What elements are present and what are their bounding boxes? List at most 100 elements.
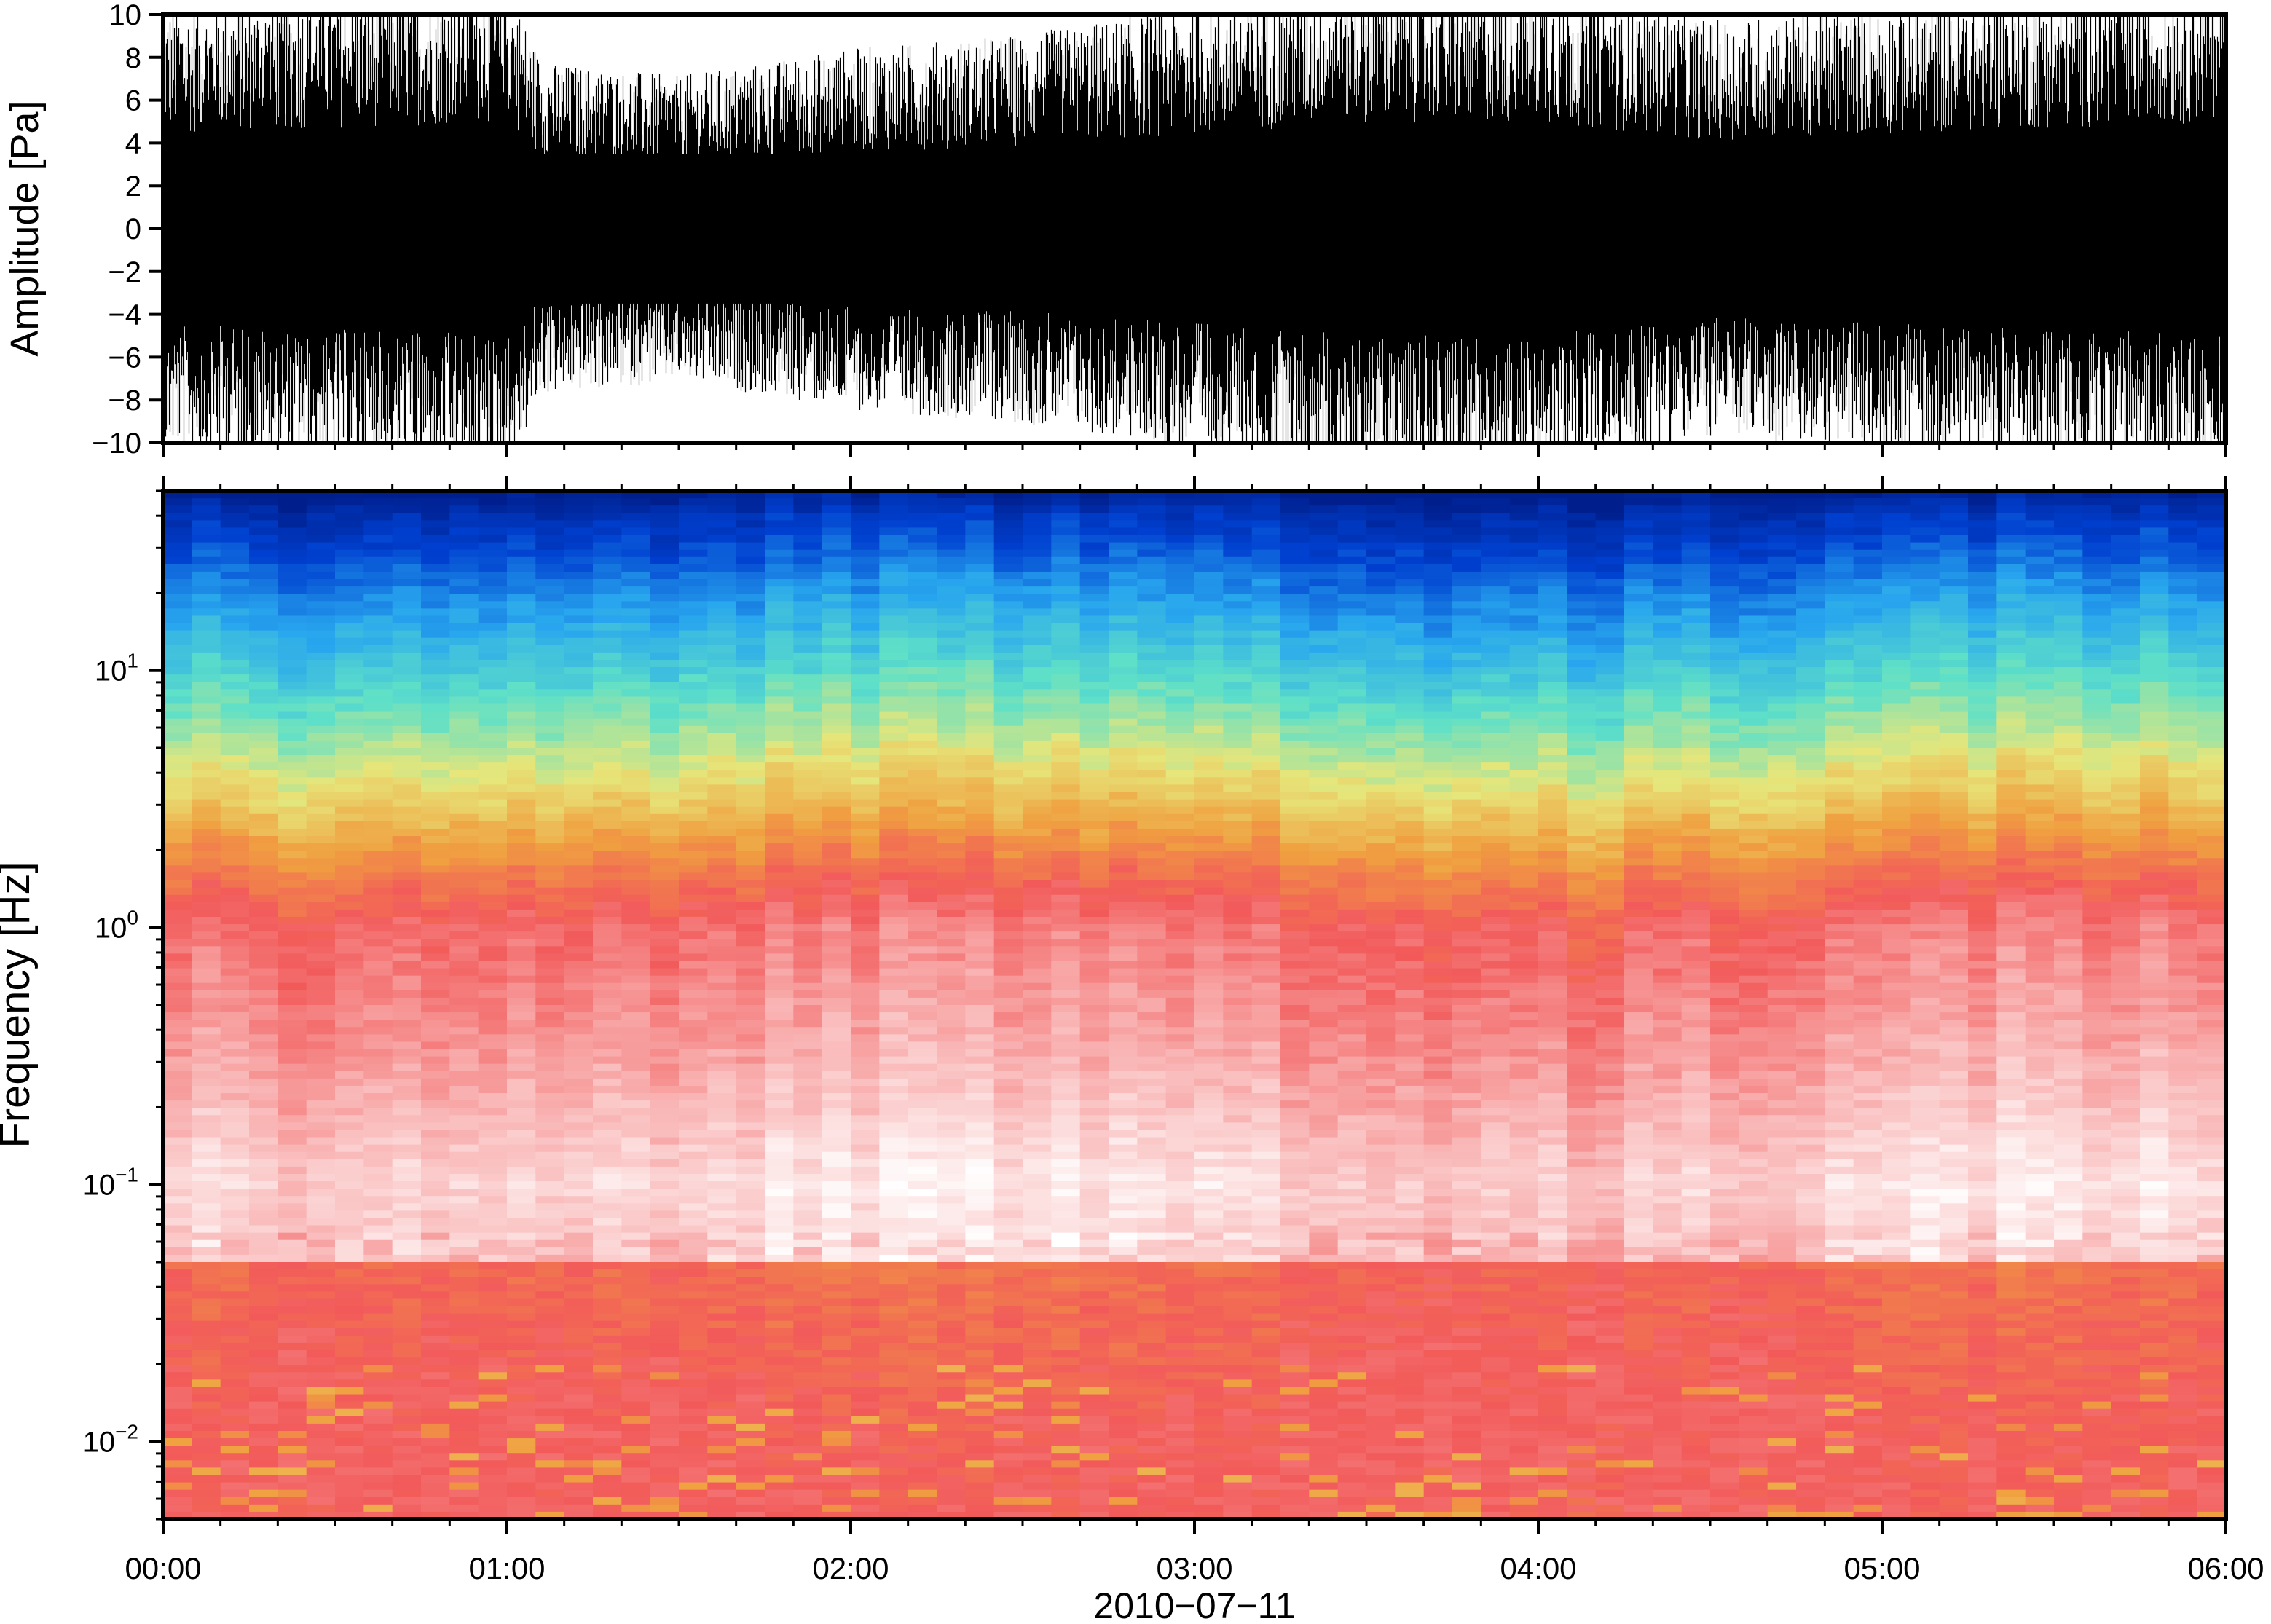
spectrogram-cell bbox=[1882, 975, 1911, 984]
spectrogram-cell bbox=[993, 696, 1023, 705]
spectrogram-cell bbox=[421, 542, 450, 551]
spectrogram-cell bbox=[1223, 939, 1253, 947]
spectrogram-cell bbox=[449, 975, 479, 984]
spectrogram-cell bbox=[1882, 777, 1911, 786]
spectrogram-cell bbox=[908, 924, 937, 932]
spectrogram-cell bbox=[2025, 777, 2055, 786]
spectrogram-cell bbox=[1739, 696, 1768, 705]
spectrogram-cell bbox=[1223, 909, 1253, 918]
spectrogram-cell bbox=[163, 630, 192, 639]
spectrogram-cell bbox=[593, 711, 622, 720]
spectrogram-cell bbox=[650, 527, 680, 536]
spectrogram-cell bbox=[621, 990, 651, 998]
spectrogram-cell bbox=[736, 608, 765, 617]
spectrogram-cell bbox=[421, 806, 450, 815]
spectrogram-cell bbox=[2111, 836, 2141, 844]
spectrogram-cell bbox=[621, 799, 651, 808]
spectrogram-cell bbox=[1165, 682, 1195, 690]
spectrogram-cell bbox=[1309, 836, 1339, 844]
spectrogram-cell bbox=[392, 601, 422, 609]
spectrogram-cell bbox=[1910, 579, 1940, 587]
spectrogram-cell bbox=[1681, 725, 1711, 734]
spectrogram-cell bbox=[163, 594, 192, 602]
spectrogram-cell bbox=[1968, 556, 1997, 565]
spectrogram-cell bbox=[1023, 549, 1052, 558]
spectrogram-cell bbox=[965, 513, 995, 521]
spectrogram-cell bbox=[1853, 601, 1883, 609]
spectrogram-cell bbox=[1280, 770, 1310, 778]
spectrogram-cell bbox=[593, 799, 622, 808]
spectrogram-cell bbox=[335, 813, 364, 822]
spectrogram-cell bbox=[306, 843, 336, 851]
spectrogram-cell bbox=[1853, 549, 1883, 558]
spectrogram-cell bbox=[192, 667, 221, 675]
spectrogram-cell bbox=[793, 623, 823, 631]
spectrogram-cell bbox=[679, 777, 708, 786]
spectrogram-cell bbox=[1767, 682, 1797, 690]
spectrogram-cell bbox=[1767, 851, 1797, 859]
spectrogram-cell bbox=[421, 990, 450, 998]
spectrogram-cell bbox=[1767, 799, 1797, 808]
spectrogram-cell bbox=[1452, 682, 1481, 690]
spectrogram-cell bbox=[1023, 946, 1052, 954]
spectrogram-cell bbox=[851, 711, 880, 720]
spectrogram-cell bbox=[421, 880, 450, 888]
spectrogram-cell bbox=[449, 990, 479, 998]
spectrogram-cell bbox=[1251, 711, 1281, 720]
spectrogram-cell bbox=[765, 982, 794, 991]
spectrogram-cell bbox=[1079, 968, 1109, 977]
spectrogram-cell bbox=[1509, 748, 1539, 756]
spectrogram-cell bbox=[421, 748, 450, 756]
spectrogram-cell bbox=[2168, 755, 2198, 763]
spectrogram-cell bbox=[249, 806, 278, 815]
spectrogram-cell bbox=[1079, 748, 1109, 756]
spectrogram-cell bbox=[392, 946, 422, 954]
spectrogram-cell bbox=[392, 513, 422, 521]
spectrogram-cell bbox=[220, 586, 250, 594]
spectrogram-cell bbox=[650, 975, 680, 984]
spectrogram-cell bbox=[2054, 718, 2083, 727]
spectrogram-cell bbox=[1968, 513, 1997, 521]
spectrogram-cell bbox=[2082, 902, 2112, 910]
spectrogram-cell bbox=[765, 968, 794, 977]
spectrogram-cell bbox=[1223, 696, 1253, 705]
spectrogram-cell bbox=[879, 792, 909, 800]
spectrogram-cell bbox=[564, 674, 594, 682]
spectrogram-cell bbox=[1996, 939, 2026, 947]
spectrogram-cell bbox=[1165, 865, 1195, 874]
spectrogram-cell bbox=[564, 505, 594, 513]
spectrogram-cell bbox=[1481, 659, 1511, 668]
spectrogram-cell bbox=[1996, 623, 2026, 631]
spectrogram-cell bbox=[1853, 806, 1883, 815]
spectrogram-cell bbox=[1882, 725, 1911, 734]
spectrogram-cell bbox=[1165, 975, 1195, 984]
spectrogram-cell bbox=[2025, 887, 2055, 896]
spectrogram-cell bbox=[1796, 556, 1825, 565]
spectrogram-cell bbox=[1109, 784, 1138, 793]
spectrogram-cell bbox=[1509, 718, 1539, 727]
spectrogram-cell bbox=[1681, 652, 1711, 661]
spectrogram-cell bbox=[650, 894, 680, 903]
spectrogram-cell bbox=[1853, 505, 1883, 513]
spectrogram-cell bbox=[2025, 813, 2055, 822]
spectrogram-cell bbox=[421, 894, 450, 903]
spectrogram-cell bbox=[535, 740, 565, 749]
spectrogram-cell bbox=[1165, 813, 1195, 822]
spectrogram-cell bbox=[1968, 645, 1997, 653]
spectrogram-cell bbox=[535, 916, 565, 925]
spectrogram-cell bbox=[1251, 725, 1281, 734]
spectrogram-cell bbox=[1853, 851, 1883, 859]
spectrogram-cell bbox=[249, 858, 278, 866]
spectrogram-cell bbox=[1595, 836, 1625, 844]
spectrogram-cell bbox=[679, 931, 708, 939]
spectrogram-cell bbox=[1767, 498, 1797, 506]
spectrogram-cell bbox=[564, 828, 594, 837]
spectrogram-cell bbox=[1796, 916, 1825, 925]
spectrogram-cell bbox=[2197, 682, 2227, 690]
spectrogram-cell bbox=[1509, 799, 1539, 808]
spectrogram-cell bbox=[793, 961, 823, 969]
spectrogram-cell bbox=[564, 975, 594, 984]
spectrogram-cell bbox=[593, 939, 622, 947]
spectrogram-cell bbox=[1223, 828, 1253, 837]
spectrogram-cell bbox=[1079, 740, 1109, 749]
